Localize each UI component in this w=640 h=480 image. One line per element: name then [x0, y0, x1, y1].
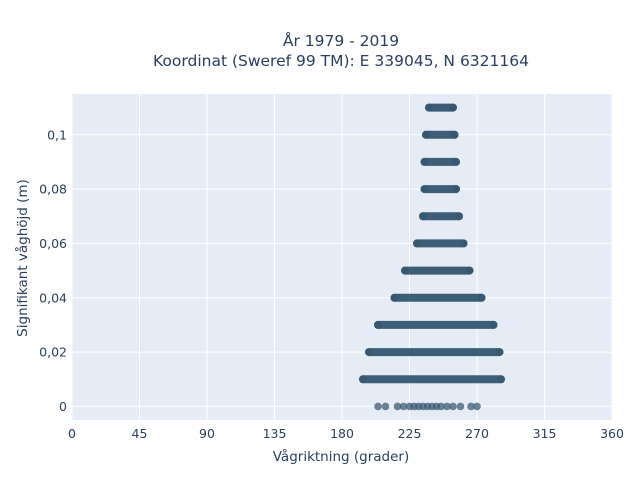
- x-tick-label: 135: [263, 426, 287, 441]
- data-point: [455, 212, 463, 221]
- data-point: [477, 293, 486, 302]
- data-point: [443, 402, 451, 411]
- y-tick-label: 0,06: [39, 236, 67, 251]
- data-point: [497, 375, 505, 384]
- data-point: [399, 402, 408, 411]
- data-point: [467, 402, 475, 411]
- data-point: [393, 402, 402, 411]
- data-point: [452, 157, 460, 166]
- data-point: [422, 130, 430, 139]
- data-point: [420, 185, 429, 194]
- data-point: [449, 402, 457, 411]
- y-axis-title: Signifikant våghöjd (m): [14, 179, 31, 337]
- data-point: [495, 348, 504, 357]
- y-tick-label: 0,02: [39, 345, 67, 360]
- data-point: [365, 348, 373, 357]
- x-tick-label: 360: [600, 426, 624, 441]
- data-point: [359, 375, 367, 384]
- chart-subtitle: Koordinat (Sweref 99 TM): E 339045, N 63…: [153, 52, 529, 70]
- x-tick-label: 0: [68, 426, 76, 441]
- grid-lines: [71, 94, 613, 420]
- data-point: [420, 157, 429, 166]
- data-point: [390, 293, 399, 302]
- x-axis-title: Vågriktning (grader): [273, 448, 410, 465]
- y-tick-label: 0,1: [47, 127, 67, 142]
- data-point: [413, 239, 421, 248]
- x-tick-label: 225: [398, 426, 422, 441]
- data-point: [381, 402, 390, 411]
- data-point: [419, 212, 427, 221]
- y-tick-labels: 0 0,02 0,04 0,06 0,08 0,1: [39, 127, 67, 414]
- data-point: [449, 103, 457, 112]
- x-tick-label: 45: [132, 426, 148, 441]
- data-point: [465, 266, 474, 275]
- data-point: [437, 402, 445, 411]
- x-tick-label: 270: [465, 426, 489, 441]
- data-point: [452, 185, 460, 194]
- data-point: [374, 320, 382, 329]
- data-point: [374, 402, 382, 411]
- data-point: [456, 402, 465, 411]
- x-tick-label: 180: [330, 426, 354, 441]
- x-tick-label: 315: [533, 426, 557, 441]
- y-tick-label: 0: [59, 399, 67, 414]
- y-tick-label: 0,04: [39, 290, 67, 305]
- data-point: [459, 239, 468, 248]
- data-point: [473, 402, 481, 411]
- chart-title: År 1979 - 2019: [283, 31, 399, 50]
- x-tick-labels: 0 45 90 135 180 225 270 315 360: [68, 426, 624, 441]
- x-tick-label: 90: [199, 426, 215, 441]
- data-point: [425, 103, 433, 112]
- data-point: [450, 130, 459, 139]
- data-point: [489, 320, 498, 329]
- data-points: [359, 103, 505, 411]
- y-tick-label: 0,08: [39, 182, 67, 197]
- data-point: [401, 266, 409, 275]
